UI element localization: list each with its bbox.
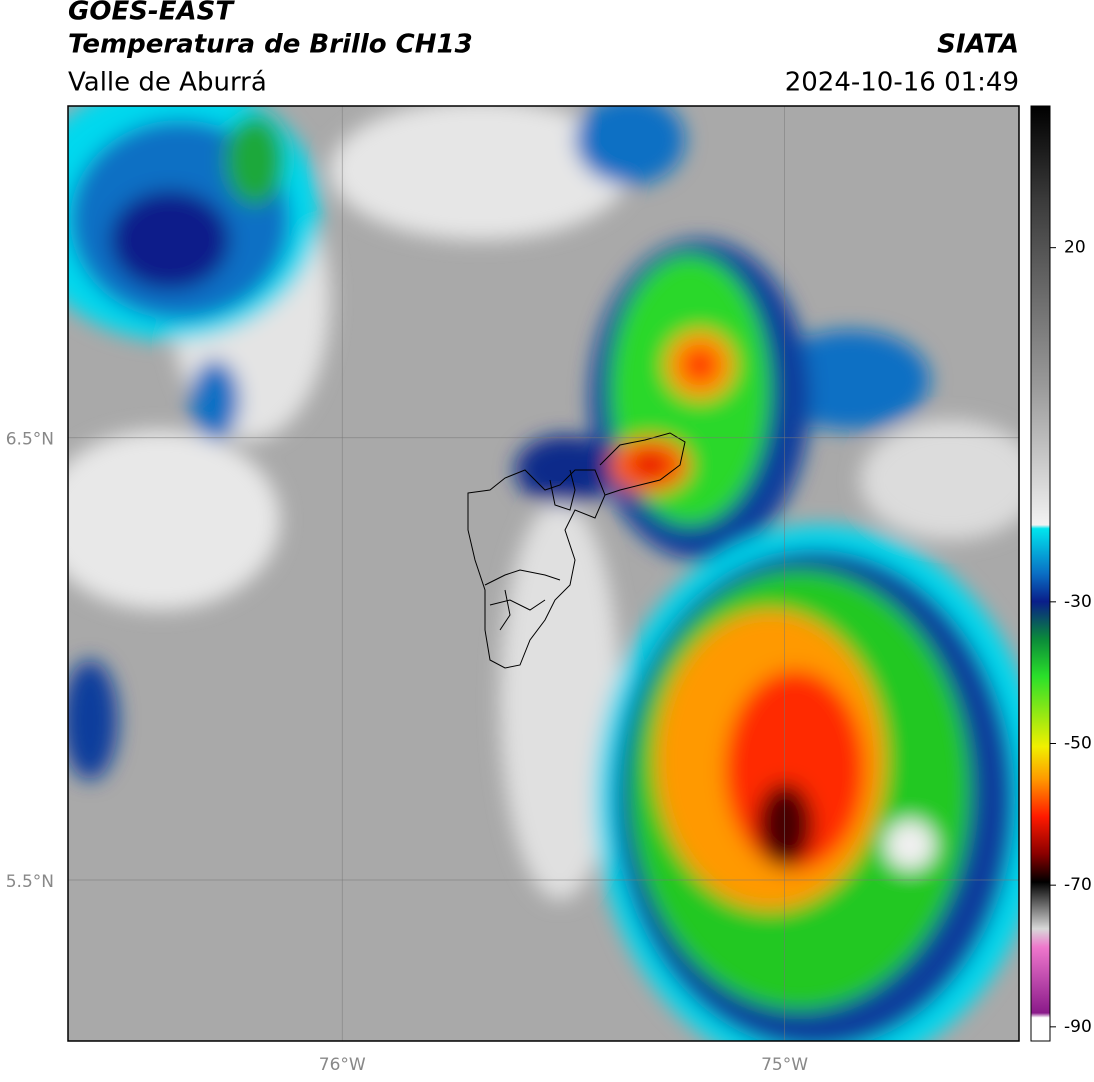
region: Valle de Aburrá (68, 68, 267, 98)
title: GOES-EAST (68, 0, 235, 27)
datetime: 2024-10-16 01:49 (785, 68, 1019, 98)
colorbar-tick-label: -90 (1064, 1017, 1092, 1037)
map-frame (67, 105, 1020, 1042)
lon-tick-label: 76°W (319, 1055, 366, 1075)
colorbar-tick-label: -30 (1064, 592, 1092, 612)
lat-tick-label: 6.5°N (6, 430, 54, 450)
satellite-image (68, 106, 1019, 1041)
colorbar-tick-label: -50 (1064, 734, 1092, 754)
colorbar-tick-label: -70 (1064, 875, 1092, 895)
colorbar (1030, 105, 1051, 1042)
lat-tick-label: 5.5°N (6, 872, 54, 892)
source: SIATA (937, 30, 1019, 60)
subtitle: Temperatura de Brillo CH13 (68, 30, 473, 60)
colorbar-tick-label: 20 (1064, 238, 1086, 258)
lon-tick-label: 75°W (761, 1055, 808, 1075)
